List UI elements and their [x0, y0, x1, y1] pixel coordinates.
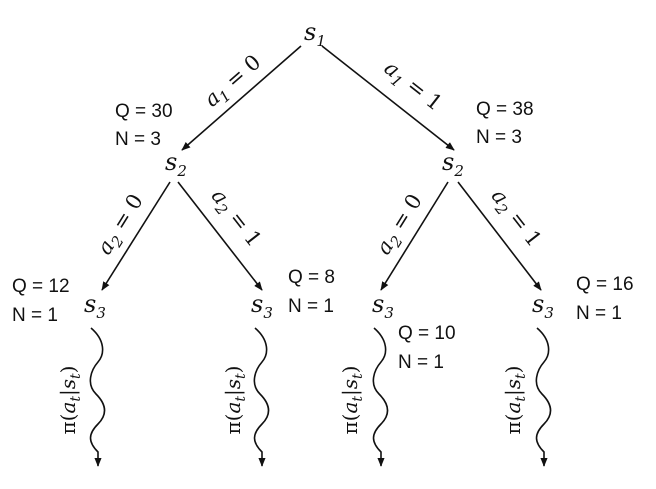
edge-root-right: [321, 45, 455, 151]
right-node-n-stat: N = 3: [476, 127, 522, 148]
edge-right-leaf4: [457, 181, 542, 291]
left-node: s2: [165, 148, 187, 180]
leaf-3-n-stat: N = 1: [398, 352, 444, 373]
right-node-q-stat: Q = 38: [476, 99, 534, 120]
edge-left-leaf1: [101, 181, 171, 291]
rollout-wave-3: [372, 327, 389, 467]
edge-left-leaf2: [177, 181, 263, 291]
leaf-4-q-stat: Q = 16: [576, 274, 634, 295]
rollout-policy-label-3: π(at|st): [338, 365, 366, 434]
leaf-1-n-stat: N = 1: [12, 305, 58, 326]
rollout-policy-label-2: π(at|st): [221, 365, 249, 434]
edge-right-leaf3: [380, 181, 449, 291]
edge-label-a2-1-right: a2 = 1: [483, 184, 546, 254]
rollout-policy-label-1: π(at|st): [56, 365, 84, 434]
leaf-2-n-stat: N = 1: [288, 296, 334, 317]
leaf-node-1: s3: [84, 290, 106, 322]
edge-label-a2-1-left: a2 = 1: [203, 184, 266, 254]
root-node: s1: [304, 18, 326, 50]
leaf-node-2: s3: [251, 290, 273, 322]
rollout-wave-4: [535, 327, 552, 467]
rollout-policy-label-4: π(at|st): [501, 365, 529, 434]
leaf-node-3: s3: [372, 290, 394, 322]
rollout-wave-2: [253, 327, 270, 467]
rollout-wave-1: [89, 327, 106, 467]
leaf-3-q-stat: Q = 10: [398, 323, 456, 344]
leaf-2-q-stat: Q = 8: [288, 267, 335, 288]
edge-label-a1-1: a1 = 1: [377, 56, 447, 119]
edge-root-left: [181, 45, 302, 151]
leaf-1-q-stat: Q = 12: [12, 276, 70, 297]
leaf-node-4: s3: [532, 290, 554, 322]
left-node-q-stat: Q = 30: [115, 101, 173, 122]
leaf-4-n-stat: N = 1: [576, 303, 622, 324]
left-node-n-stat: N = 3: [115, 129, 161, 150]
right-node: s2: [442, 148, 464, 180]
